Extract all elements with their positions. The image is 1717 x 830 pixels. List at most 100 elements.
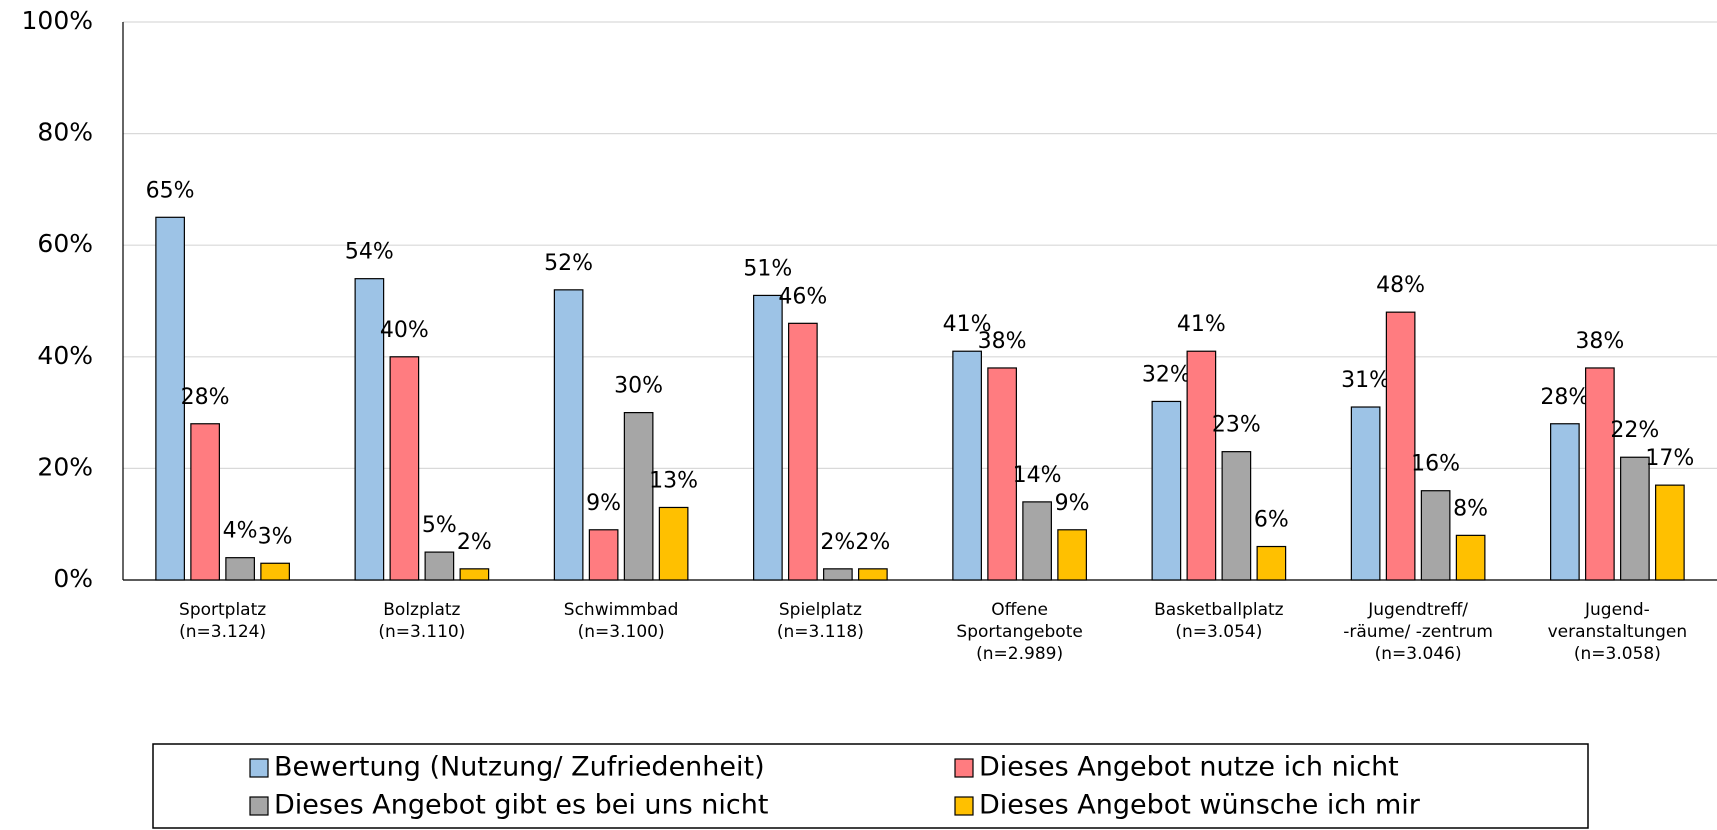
x-tick-line: Basketballplatz [1154,600,1284,620]
bar [588,529,619,581]
bar [858,568,888,581]
value-label: 41% [1177,312,1226,337]
bar [1057,529,1087,581]
value-label: 2% [820,530,855,555]
value-label: 41% [943,312,992,337]
bar [1455,534,1486,581]
bar [823,568,853,581]
x-tick-line: Spielplatz [779,600,862,620]
legend-swatch [249,758,269,778]
bar [1256,545,1287,581]
value-label: 9% [1055,491,1090,516]
x-tick-line: Jugend- [1584,600,1650,620]
bar [1550,423,1580,581]
bar [424,551,455,581]
value-label: 22% [1610,418,1659,443]
x-tick-line: Bolzplatz [383,600,460,620]
value-label: 14% [1013,463,1062,488]
y-tick-label: 80% [37,118,93,147]
legend-swatch [954,758,974,778]
bar [1151,400,1182,581]
x-tick-line: (n=3.124) [179,622,266,642]
value-label: 8% [1453,496,1488,521]
value-label: 6% [1254,508,1289,533]
value-label: 3% [258,524,293,549]
x-tick-label: Bolzplatz (n=3.110) [378,600,465,642]
bar [553,289,584,581]
bar [389,356,420,581]
bar [658,506,689,581]
bar [354,278,385,581]
legend-label: Dieses Angebot gibt es bei uns nicht [274,790,768,821]
value-label: 46% [778,284,827,309]
x-tick-label: Sportplatz (n=3.124) [179,600,266,642]
legend-swatch [954,796,974,816]
y-tick-label: 40% [37,341,93,370]
y-tick-label: 0% [53,564,93,593]
bar [1385,311,1416,581]
bar [1655,484,1685,581]
bar [1022,501,1052,581]
legend-label: Bewertung (Nutzung/ Zufriedenheit) [274,752,765,783]
value-label: 5% [422,513,457,538]
bar [260,562,290,581]
value-label: 13% [649,468,698,493]
x-tick-line: (n=3.054) [1175,622,1262,642]
value-label: 38% [1575,329,1624,354]
value-label: 16% [1411,452,1460,477]
value-label: 38% [978,329,1027,354]
value-label: 23% [1212,413,1261,438]
x-tick-line: (n=2.989) [976,644,1063,664]
bar [1420,490,1451,581]
value-label: 31% [1341,368,1390,393]
bar [155,216,185,581]
legend-label: Dieses Angebot nutze ich nicht [979,752,1399,783]
value-label: 28% [1540,385,1589,410]
x-tick-line: Sportangebote [956,622,1082,642]
x-tick-line: (n=3.118) [777,622,864,642]
legend-box [152,743,1589,829]
bar [1221,451,1252,581]
value-label: 4% [223,519,258,544]
value-label: 54% [345,240,394,265]
value-label: 32% [1142,362,1191,387]
value-label: 51% [743,256,792,281]
value-label: 40% [380,318,429,343]
bar [225,557,255,581]
value-label: 9% [586,491,621,516]
legend-label: Dieses Angebot wünsche ich mir [979,790,1421,821]
x-tick-label: Schwimmbad (n=3.100) [564,600,679,642]
value-label: 28% [181,385,230,410]
bar [788,322,818,581]
bar [952,350,982,581]
bar [1585,367,1615,581]
x-tick-line: (n=3.110) [378,622,465,642]
legend-swatch [249,796,269,816]
bar [459,568,490,581]
x-tick-line: veranstaltungen [1548,622,1688,642]
y-tick-label: 20% [37,452,93,481]
x-tick-line: -räume/ -zentrum [1343,622,1493,642]
value-label: 17% [1645,446,1694,471]
x-tick-line: Sportplatz [179,600,266,620]
bar [623,412,654,581]
x-tick-line: Schwimmbad [564,600,679,620]
value-label: 52% [544,251,593,276]
x-tick-label: Basketballplatz (n=3.054) [1154,600,1284,642]
value-label: 2% [855,530,890,555]
y-tick-label: 60% [37,229,93,258]
bar [1186,350,1217,581]
x-tick-label: Offene Sportangebote (n=2.989) [956,600,1082,664]
bar [190,423,220,581]
x-tick-line: Jugendtreff/ [1367,600,1468,620]
x-tick-label: Jugend-veranstaltungen (n=3.058) [1548,600,1688,664]
x-tick-line: (n=3.046) [1375,644,1462,664]
x-tick-line: (n=3.100) [578,622,665,642]
bar [1350,406,1381,581]
x-tick-line: Offene [991,600,1048,620]
value-label: 65% [146,178,195,203]
bar [1620,456,1650,581]
bar [987,367,1017,581]
value-label: 48% [1376,273,1425,298]
